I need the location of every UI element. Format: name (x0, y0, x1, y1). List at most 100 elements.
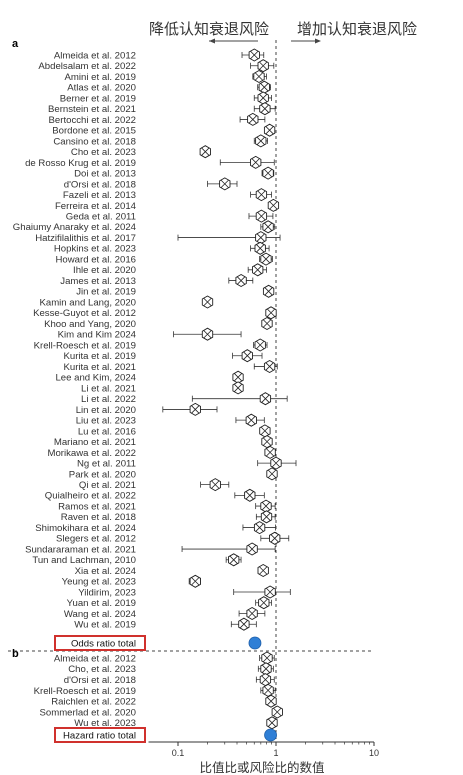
estimate-marker-cross (262, 512, 271, 522)
study-row: Fazeli et al. 2013 (63, 188, 272, 202)
study-label: Hatzifilalithis et al. 2017 (35, 233, 136, 244)
estimate-marker-cross (259, 598, 269, 608)
estimate-marker-cross (254, 72, 264, 81)
study-label: Li et al. 2021 (81, 383, 136, 394)
study-label: Krell-Roesch et al. 2019 (34, 340, 136, 351)
study-label: Yeung et al. 2023 (62, 577, 136, 588)
study-row: Sommerlad et al. 2020 (39, 705, 283, 719)
study-row: d'Orsi et al. 2018 (64, 673, 275, 687)
estimate-marker-cross (258, 93, 268, 103)
study-label: Kurita et al. 2019 (63, 351, 136, 362)
estimate-marker-cross (262, 653, 272, 663)
study-row: Ramos et al. 2021 (58, 499, 276, 513)
study-label: Qi et al. 2021 (79, 480, 136, 491)
estimate-marker-cross (247, 544, 257, 554)
study-row: Quialheiro et al. 2022 (45, 488, 265, 502)
study-label: Berner et al. 2019 (60, 93, 136, 104)
study-row: Shimokihara et al. 2024 (35, 521, 276, 535)
study-label: d'Orsi et al. 2018 (64, 675, 136, 686)
study-row: Ng et al. 2011 (77, 456, 297, 470)
estimate-marker-cross (247, 609, 257, 618)
study-label: Slegers et al. 2012 (56, 534, 136, 545)
study-label: Xia et al. 2024 (75, 566, 137, 577)
study-row: d'Orsi et al. 2018 (64, 177, 238, 191)
estimate-marker-cross (255, 340, 265, 350)
x-tick-label: 10 (369, 748, 379, 758)
estimate-marker-cross (236, 276, 246, 285)
estimate-marker-cross (263, 686, 273, 695)
estimate-marker-cross (256, 136, 266, 146)
study-label: Abdelsalam et al. 2022 (38, 61, 136, 72)
study-label: James et al. 2013 (60, 276, 136, 287)
study-label: Khoo and Yang, 2020 (44, 319, 136, 330)
estimate-marker-cross (261, 254, 271, 264)
study-label: Shimokihara et al. 2024 (35, 523, 136, 534)
arrow-right-head (315, 38, 321, 44)
study-row: Li et al. 2021 (81, 381, 244, 395)
study-row: Bordone et al. 2015 (52, 123, 276, 137)
study-label: Tun and Lachman, 2010 (32, 555, 136, 566)
estimate-marker-cross (271, 458, 281, 468)
header-decrease-risk: 降低认知衰退风险 (149, 20, 269, 38)
x-axis: 0.1 1 10 (148, 741, 379, 758)
estimate-marker-cross (257, 211, 266, 221)
panel-label-a: a (12, 38, 19, 50)
study-row: Krell-Roesch et al. 2019 (34, 338, 268, 352)
study-row: Wang et al. 2024 (64, 606, 266, 621)
estimate-marker-cross (266, 308, 276, 318)
study-label: Krell-Roesch et al. 2019 (34, 686, 136, 697)
study-label: Yuan et al. 2019 (67, 598, 136, 609)
estimate-marker-cross (267, 469, 277, 479)
estimate-marker-cross (239, 619, 249, 629)
study-label: Fazeli et al. 2013 (63, 190, 136, 201)
study-label: Ihle et al. 2020 (73, 265, 136, 276)
study-row: Kesse-Guyot et al. 2012 (33, 306, 277, 320)
study-label: Atlas et al. 2020 (67, 83, 136, 94)
study-row: Wu et al. 2019 (74, 617, 257, 631)
study-label: Bernstein et al. 2021 (48, 104, 136, 115)
study-label: Lu et al. 2016 (78, 426, 136, 437)
study-row: Almeida et al. 2012 (54, 48, 265, 62)
estimate-marker-cross (265, 587, 275, 597)
arrow-left-head (209, 38, 215, 44)
study-label: Sundararaman et al. 2021 (25, 544, 136, 555)
study-label: Doi et al. 2013 (74, 169, 136, 180)
study-label: Mariano et al. 2021 (54, 437, 136, 448)
study-label: Park et al. 2020 (69, 469, 136, 480)
study-row: Lee and Kim, 2024 (55, 370, 244, 384)
study-row: Raven et al. 2018 (61, 510, 276, 524)
study-row: Liu et al. 2023 (76, 413, 265, 427)
study-label: Howard et al. 2016 (55, 254, 136, 265)
study-label: Morikawa et al. 2022 (47, 448, 136, 459)
estimate-marker-cross (261, 394, 270, 403)
x-tick-label: 0.1 (172, 748, 185, 758)
study-row: de Rosso Krug et al. 2019 (25, 155, 275, 169)
study-label: Kim and Kim 2024 (58, 330, 137, 341)
study-row: Doi et al. 2013 (74, 166, 275, 180)
study-row: Geda et al. 2011 (66, 209, 274, 223)
study-label: Ramos et al. 2021 (58, 501, 136, 512)
estimate-marker-cross (270, 534, 279, 543)
study-label: Liu et al. 2023 (76, 416, 136, 427)
estimate-marker-cross (266, 696, 276, 706)
study-label: Lin et al. 2020 (76, 405, 136, 416)
estimate-marker-cross (263, 168, 273, 178)
study-row: Tun and Lachman, 2010 (32, 553, 242, 567)
study-row: Yildirim, 2023 (78, 585, 291, 599)
estimate-marker-cross (201, 147, 210, 156)
estimate-marker-cross (233, 383, 243, 393)
study-label: Sommerlad et al. 2020 (39, 707, 136, 718)
estimate-marker-cross (255, 523, 264, 532)
study-row: Lin et al. 2020 (76, 402, 218, 416)
study-row: Howard et al. 2016 (55, 252, 273, 266)
study-label: Bertocchi et al. 2022 (49, 115, 136, 126)
study-label: Raven et al. 2018 (61, 512, 136, 523)
study-row: Kamin and Lang, 2020 (39, 295, 214, 309)
estimate-marker-cross (243, 351, 252, 361)
study-row: Wu et al. 2023 (74, 716, 278, 730)
study-label: Wu et al. 2023 (74, 718, 136, 729)
header-arrows (209, 38, 321, 44)
study-row: Khoo and Yang, 2020 (44, 316, 273, 331)
estimate-marker-cross (203, 329, 212, 339)
estimate-marker-cross (263, 222, 273, 232)
